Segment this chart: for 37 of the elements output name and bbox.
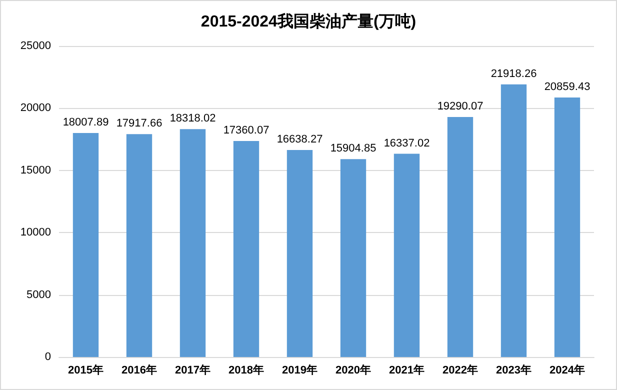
bar (554, 98, 580, 357)
x-tick-label: 2015年 (68, 364, 104, 376)
data-label: 18007.89 (62, 116, 109, 128)
data-label: 17917.66 (116, 118, 162, 130)
x-tick-label: 2017年 (175, 364, 210, 376)
bar (180, 129, 206, 357)
y-tick-label: 0 (44, 351, 51, 363)
bar (233, 141, 260, 357)
bar (394, 154, 420, 357)
bar (500, 84, 527, 357)
y-tick-label: 15000 (20, 164, 51, 176)
x-tick-label: 2016年 (122, 364, 157, 376)
bar (447, 117, 474, 357)
x-tick-label: 2023年 (496, 364, 532, 376)
x-tick-label: 2019年 (282, 364, 318, 376)
data-label: 16337.02 (384, 137, 430, 150)
data-label: 17360.07 (223, 124, 270, 137)
data-label: 15904.85 (330, 142, 376, 155)
x-tick-label: 2021年 (389, 364, 424, 376)
x-tick-label: 2020年 (336, 364, 371, 376)
y-tick-label: 10000 (20, 226, 51, 239)
data-label: 21918.26 (490, 68, 537, 80)
x-tick-label: 2018年 (228, 364, 264, 376)
x-tick-label: 2024年 (550, 364, 585, 376)
data-label: 16638.27 (276, 134, 323, 146)
x-tick-label: 2022年 (442, 364, 478, 376)
y-tick-label: 20000 (20, 102, 51, 114)
y-tick-label: 25000 (20, 40, 51, 52)
bar (286, 150, 313, 357)
chart-title: 2015-2024我国柴油产量(万吨) (200, 12, 416, 30)
data-label: 20859.43 (544, 81, 590, 94)
y-tick-label: 5000 (26, 288, 51, 301)
bar (72, 132, 99, 357)
data-label: 19290.07 (437, 100, 484, 113)
bar (340, 159, 366, 357)
bar (126, 134, 152, 357)
data-label: 18318.02 (170, 112, 216, 125)
